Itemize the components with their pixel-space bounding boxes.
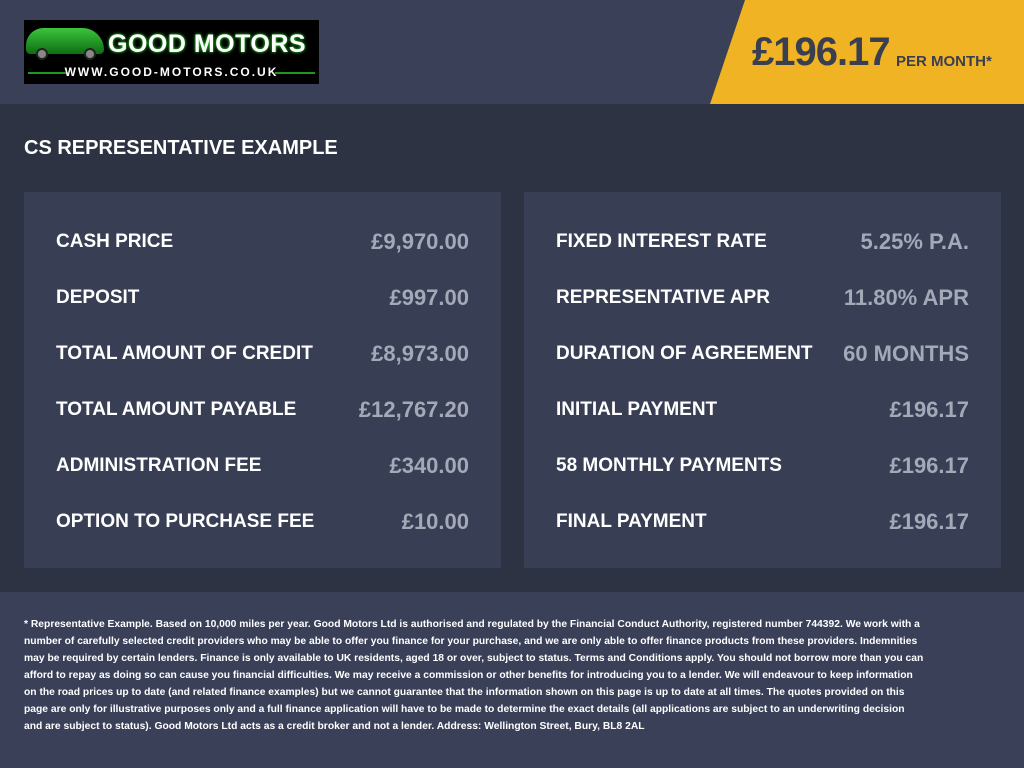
row-value: £340.00 bbox=[389, 453, 469, 478]
finance-panel-right: FIXED INTEREST RATE 5.25% P.A. REPRESENTA… bbox=[524, 192, 1001, 568]
row-label: OPTION TO PURCHASE FEE bbox=[56, 511, 315, 532]
logo-divider bbox=[28, 72, 68, 74]
per-month-label: PER MONTH* bbox=[896, 53, 992, 70]
good-motors-logo[interactable]: GOOD MOTORS WWW.GOOD-MOTORS.CO.UK bbox=[24, 20, 319, 84]
monthly-price-banner: £196.17 PER MONTH* bbox=[710, 0, 1024, 104]
finance-row: CASH PRICE £9,970.00 bbox=[56, 214, 469, 270]
page-title: CS REPRESENTATIVE EXAMPLE bbox=[24, 137, 338, 159]
footer: * Representative Example. Based on 10,00… bbox=[0, 592, 1024, 768]
finance-row: REPRESENTATIVE APR 11.80% APR bbox=[556, 270, 969, 326]
row-label: FIXED INTEREST RATE bbox=[556, 231, 767, 252]
row-value: £196.17 bbox=[889, 397, 969, 422]
row-value: £9,970.00 bbox=[371, 229, 469, 254]
row-label: ADMINISTRATION FEE bbox=[56, 455, 262, 476]
row-label: REPRESENTATIVE APR bbox=[556, 287, 770, 308]
row-label: TOTAL AMOUNT OF CREDIT bbox=[56, 343, 313, 364]
row-value: £8,973.00 bbox=[371, 341, 469, 366]
row-value: £997.00 bbox=[389, 285, 469, 310]
finance-row: DEPOSIT £997.00 bbox=[56, 270, 469, 326]
row-value: £10.00 bbox=[401, 509, 469, 534]
monthly-price: £196.17 bbox=[752, 30, 891, 74]
finance-row: FIXED INTEREST RATE 5.25% P.A. bbox=[556, 214, 969, 270]
logo-divider bbox=[275, 72, 315, 74]
finance-row: DURATION OF AGREEMENT 60 MONTHS bbox=[556, 326, 969, 382]
row-label: 58 MONTHLY PAYMENTS bbox=[556, 455, 782, 476]
row-label: CASH PRICE bbox=[56, 231, 174, 252]
row-label: INITIAL PAYMENT bbox=[556, 399, 718, 420]
logo-brand: GOOD MOTORS bbox=[108, 30, 307, 58]
finance-row: OPTION TO PURCHASE FEE £10.00 bbox=[56, 494, 469, 550]
row-value: £196.17 bbox=[889, 453, 969, 478]
row-label: DEPOSIT bbox=[56, 287, 140, 308]
row-label: TOTAL AMOUNT PAYABLE bbox=[56, 399, 297, 420]
finance-panel-left: CASH PRICE £9,970.00 DEPOSIT £997.00 TOTAL… bbox=[24, 192, 501, 568]
row-label: FINAL PAYMENT bbox=[556, 511, 707, 532]
row-value: £196.17 bbox=[889, 509, 969, 534]
header: GOOD MOTORS WWW.GOOD-MOTORS.CO.UK £196.1… bbox=[0, 0, 1024, 104]
row-value: 11.80% APR bbox=[843, 285, 969, 310]
finance-row: FINAL PAYMENT £196.17 bbox=[556, 494, 969, 550]
finance-row: 58 MONTHLY PAYMENTS £196.17 bbox=[556, 438, 969, 494]
wheel-icon bbox=[84, 48, 96, 60]
row-value: 60 MONTHS bbox=[843, 341, 969, 366]
finance-row: TOTAL AMOUNT PAYABLE £12,767.20 bbox=[56, 382, 469, 438]
finance-row: TOTAL AMOUNT OF CREDIT £8,973.00 bbox=[56, 326, 469, 382]
logo-url: WWW.GOOD-MOTORS.CO.UK bbox=[64, 65, 279, 79]
row-label: DURATION OF AGREEMENT bbox=[556, 343, 813, 364]
wheel-icon bbox=[36, 48, 48, 60]
row-value: 5.25% P.A. bbox=[860, 229, 969, 254]
row-value: £12,767.20 bbox=[358, 397, 469, 422]
finance-row: INITIAL PAYMENT £196.17 bbox=[556, 382, 969, 438]
finance-row: ADMINISTRATION FEE £340.00 bbox=[56, 438, 469, 494]
disclaimer-text: * Representative Example. Based on 10,00… bbox=[24, 619, 924, 732]
